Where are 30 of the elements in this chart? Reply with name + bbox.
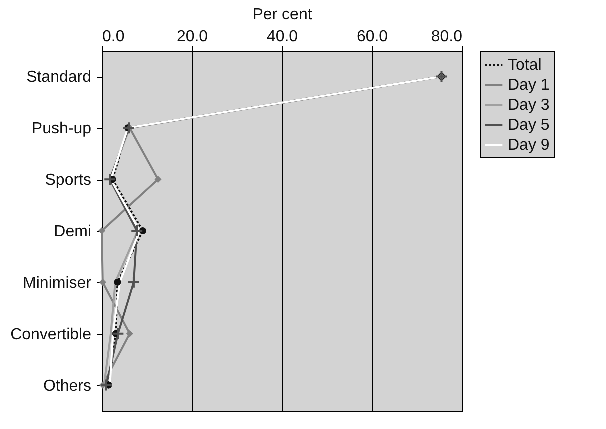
legend-label: Day 1	[508, 77, 550, 94]
point	[114, 278, 122, 286]
y-tick-label: Convertible	[10, 326, 92, 344]
point	[126, 330, 134, 338]
y-tick-label: Demi	[54, 224, 92, 240]
legend-label: Total	[508, 57, 542, 74]
point	[154, 176, 162, 184]
legend-label: Day 5	[508, 117, 550, 134]
x-tick-label: 80.0	[431, 28, 463, 46]
legend-label: Day 9	[508, 137, 550, 154]
x-tick-label: 0.0	[102, 28, 125, 46]
x-tick-label: 20.0	[176, 28, 208, 46]
x-tick-label: 40.0	[266, 28, 298, 46]
y-tick-label: Minimiser	[23, 274, 92, 292]
legend-label: Day 3	[508, 97, 550, 114]
point	[127, 276, 140, 289]
y-tick-label: Push-up	[32, 120, 92, 138]
point	[98, 227, 106, 235]
y-tick-label: Others	[43, 378, 92, 395]
y-tick-label: Sports	[45, 172, 92, 190]
point	[435, 70, 448, 84]
point	[130, 224, 144, 238]
x-axis-title: Per cent	[252, 6, 313, 24]
point	[99, 278, 106, 286]
point	[104, 173, 117, 186]
point	[122, 122, 136, 135]
point	[112, 327, 125, 340]
x-tick-label: 60.0	[356, 28, 388, 46]
point	[100, 378, 113, 392]
y-tick-label: Standard	[26, 69, 92, 86]
